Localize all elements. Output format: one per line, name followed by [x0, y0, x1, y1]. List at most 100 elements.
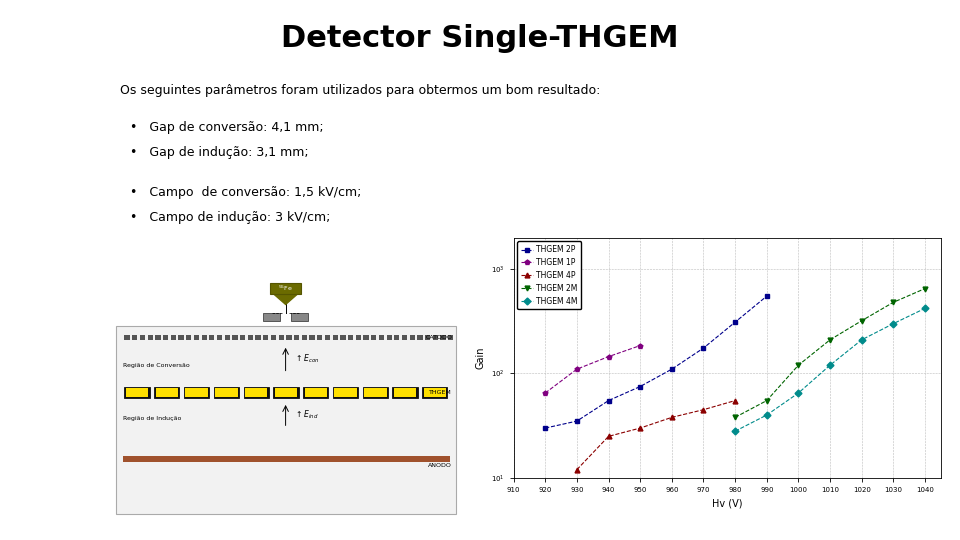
Bar	[163, 335, 168, 340]
Bar	[304, 388, 327, 397]
THGEM 2M	[730, 414, 741, 421]
Text: Os seguintes parâmetros foram utilizados para obtermos um bom resultado:: Os seguintes parâmetros foram utilizados…	[120, 84, 600, 97]
Bar	[393, 387, 418, 399]
Bar	[125, 335, 130, 340]
Bar	[132, 335, 137, 340]
THGEM 4P	[698, 407, 709, 413]
THGEM 4P	[571, 467, 583, 473]
Bar	[286, 335, 292, 340]
Bar	[185, 388, 207, 397]
Text: •   Gap de conversão: 4,1 mm;: • Gap de conversão: 4,1 mm;	[130, 122, 324, 134]
Bar	[294, 335, 300, 340]
Bar	[263, 335, 269, 340]
Bar	[263, 314, 280, 321]
Text: $\uparrow E_{con}$: $\uparrow E_{con}$	[295, 353, 320, 366]
THGEM 1P	[635, 342, 646, 349]
Text: Detector Single-THGEM: Detector Single-THGEM	[281, 24, 679, 53]
Text: CATODO: CATODO	[425, 335, 452, 340]
THGEM 4M	[825, 362, 836, 368]
Bar	[309, 335, 315, 340]
Bar	[179, 335, 183, 340]
THGEM 2M	[920, 285, 931, 292]
Bar	[441, 335, 445, 340]
THGEM 2M	[888, 299, 900, 306]
THGEM 2P	[603, 397, 614, 404]
Bar	[123, 456, 450, 462]
Bar	[364, 335, 369, 340]
Bar	[425, 335, 430, 340]
Bar	[184, 387, 209, 399]
THGEM 2M	[761, 397, 773, 404]
Polygon shape	[274, 294, 298, 305]
X-axis label: Hv (V): Hv (V)	[712, 498, 742, 509]
Bar	[363, 387, 388, 399]
THGEM 2P	[698, 345, 709, 352]
THGEM 1P	[571, 366, 583, 373]
Bar	[379, 335, 384, 340]
Bar	[301, 335, 307, 340]
THGEM 4M	[761, 412, 773, 418]
Text: Região de Indução: Região de Indução	[123, 416, 181, 421]
Bar	[125, 387, 150, 399]
THGEM 2M	[793, 362, 804, 368]
Bar	[245, 388, 268, 397]
THGEM 4M	[793, 390, 804, 396]
THGEM 2M	[825, 336, 836, 343]
Line: THGEM 4M: THGEM 4M	[732, 306, 927, 434]
Bar	[372, 335, 376, 340]
Bar	[248, 335, 253, 340]
THGEM 2M	[856, 318, 868, 324]
THGEM 4M	[920, 305, 931, 312]
Bar	[410, 335, 415, 340]
Bar	[348, 335, 353, 340]
THGEM 4P	[635, 425, 646, 431]
Text: THGEM: THGEM	[429, 390, 452, 395]
Bar	[156, 335, 160, 340]
Text: •   Campo de indução: 3 kV/cm;: • Campo de indução: 3 kV/cm;	[130, 211, 330, 224]
Line: THGEM 4P: THGEM 4P	[574, 398, 737, 472]
Bar	[271, 335, 276, 340]
THGEM 4P	[603, 433, 614, 440]
Bar	[387, 335, 392, 340]
Text: •   Gap de indução: 3,1 mm;: • Gap de indução: 3,1 mm;	[130, 146, 308, 159]
THGEM 2P	[571, 418, 583, 424]
THGEM 4P	[730, 397, 741, 404]
THGEM 4P	[666, 414, 678, 421]
Text: ANODO: ANODO	[428, 463, 452, 468]
Bar	[394, 388, 417, 397]
Bar	[291, 314, 308, 321]
Bar	[232, 335, 237, 340]
Bar	[255, 335, 261, 340]
Bar	[171, 335, 176, 340]
Bar	[155, 387, 180, 399]
Bar	[115, 326, 456, 514]
Bar	[303, 387, 328, 399]
Line: THGEM 2P: THGEM 2P	[542, 294, 769, 430]
Line: THGEM 2M: THGEM 2M	[732, 286, 927, 420]
Bar	[202, 335, 206, 340]
Bar	[156, 388, 178, 397]
Text: •   Campo  de conversão: 1,5 kV/cm;: • Campo de conversão: 1,5 kV/cm;	[130, 186, 361, 199]
Bar	[275, 388, 298, 397]
Bar	[274, 387, 299, 399]
Text: $^{55}$Fe: $^{55}$Fe	[278, 284, 293, 293]
Bar	[270, 283, 301, 294]
Text: Região de Conversão: Região de Conversão	[123, 363, 189, 368]
THGEM 2P	[666, 366, 678, 373]
Bar	[317, 335, 323, 340]
THGEM 2P	[635, 383, 646, 390]
Bar	[334, 388, 357, 397]
Bar	[433, 335, 438, 340]
Bar	[418, 335, 422, 340]
Bar	[278, 335, 284, 340]
Bar	[126, 388, 148, 397]
THGEM 1P	[540, 390, 551, 396]
Legend: THGEM 2P, THGEM 1P, THGEM 4P, THGEM 2M, THGEM 4M: THGEM 2P, THGEM 1P, THGEM 4P, THGEM 2M, …	[517, 241, 581, 309]
Bar	[244, 387, 269, 399]
Bar	[333, 387, 358, 399]
Bar	[448, 335, 453, 340]
THGEM 4M	[730, 428, 741, 435]
Bar	[186, 335, 191, 340]
Bar	[402, 335, 407, 340]
Bar	[214, 387, 239, 399]
